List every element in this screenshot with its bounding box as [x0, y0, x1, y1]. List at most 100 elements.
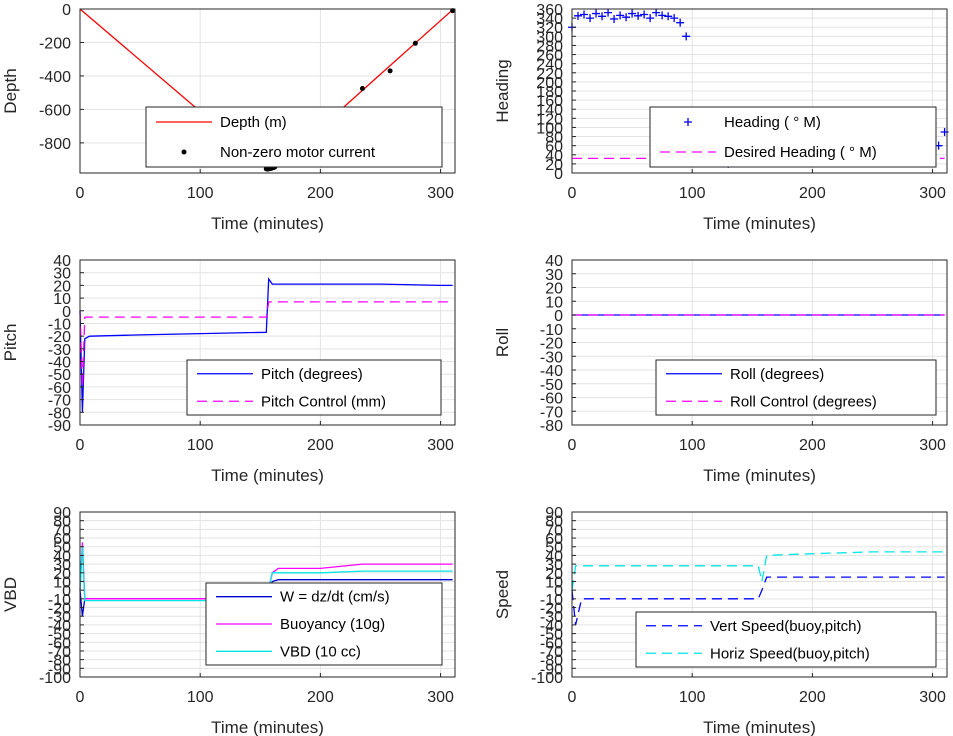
y-tick-label: -20	[48, 329, 71, 346]
y-tick-label: 10	[53, 574, 71, 591]
legend-label: Non-zero motor current	[220, 144, 376, 161]
y-tick-label: -400	[39, 69, 71, 86]
legend-label: Heading ( ° M)	[724, 114, 821, 131]
y-tick-label: -10	[48, 592, 71, 609]
axes-frame	[79, 511, 456, 678]
y-tick-label: -50	[48, 367, 71, 384]
data-point	[610, 15, 619, 24]
legend: Heading ( ° M) Desired Heading ( ° M)	[649, 106, 937, 168]
y-axis-label: Depth	[1, 68, 20, 113]
y-tick-label: -70	[540, 404, 563, 421]
legend-label: W = dz/dt (cm/s)	[280, 589, 390, 606]
y-tick-label: -200	[39, 35, 71, 52]
x-tick-label: 100	[187, 689, 214, 706]
x-tick-label: 100	[679, 437, 706, 454]
x-tick-label: 300	[427, 437, 454, 454]
y-tick-label: 50	[53, 540, 71, 557]
x-tick-label: 200	[799, 689, 826, 706]
y-tick-label: -90	[48, 661, 71, 678]
y-tick-label: 20	[545, 566, 563, 583]
legend-label: Pitch Control (mm)	[261, 393, 386, 410]
legend: Depth (m) Non-zero motor current	[145, 106, 443, 168]
axes-frame	[571, 511, 948, 678]
y-tick-label: -80	[540, 418, 563, 435]
y-tick-label: 100	[536, 120, 563, 137]
y-tick-label: 10	[53, 291, 71, 308]
legend-box	[649, 106, 937, 168]
data-point	[652, 8, 661, 17]
legend-label: Roll (degrees)	[730, 366, 824, 383]
y-tick-label: 300	[536, 29, 563, 46]
y-tick-label: 30	[53, 557, 71, 574]
x-axis-label: Time (minutes)	[703, 466, 816, 485]
legend: Pitch (degrees) Pitch Control (mm)	[186, 359, 442, 416]
x-tick-label: 100	[679, 185, 706, 202]
y-tick-label: -100	[531, 670, 563, 687]
data-point	[622, 13, 631, 22]
y-tick-label: 60	[53, 531, 71, 548]
y-tick-label: 180	[536, 84, 563, 101]
axes-frame	[79, 8, 456, 174]
y-axis-label: Roll	[493, 328, 512, 357]
y-tick-label: 280	[536, 38, 563, 55]
x-tick-label: 200	[307, 185, 334, 202]
y-tick-label: 30	[545, 267, 563, 284]
y-tick-label: 30	[545, 557, 563, 574]
y-tick-label: 240	[536, 57, 563, 74]
x-tick-label: 0	[76, 689, 85, 706]
y-tick-label: 40	[53, 548, 71, 565]
y-tick-label: 0	[62, 2, 71, 19]
y-tick-label: 40	[545, 148, 563, 165]
y-tick-label: 0	[554, 583, 563, 600]
data-point	[658, 11, 667, 20]
legend-label: Pitch (degrees)	[261, 366, 363, 383]
x-tick-label: 0	[568, 689, 577, 706]
y-tick-label: 20	[53, 278, 71, 295]
y-tick-label: 0	[62, 583, 71, 600]
y-tick-label: -30	[540, 609, 563, 626]
y-tick-label: 30	[53, 266, 71, 283]
legend-label: Depth (m)	[220, 114, 287, 131]
y-tick-label: 140	[536, 102, 563, 119]
y-tick-label: 60	[545, 139, 563, 156]
x-tick-label: 200	[307, 437, 334, 454]
series-1	[79, 277, 453, 413]
y-tick-label: 120	[536, 111, 563, 128]
y-tick-label: -90	[540, 661, 563, 678]
y-tick-label: -40	[48, 355, 71, 372]
series-line	[79, 301, 453, 387]
y-tick-label: -60	[540, 391, 563, 408]
y-tick-label: -20	[48, 601, 71, 618]
y-tick-label: -50	[48, 627, 71, 644]
y-tick-label: -60	[540, 635, 563, 652]
x-tick-label: 300	[427, 185, 454, 202]
y-tick-label: 20	[545, 281, 563, 298]
y-tick-label: -80	[48, 653, 71, 670]
y-tick-label: 60	[545, 531, 563, 548]
y-tick-label: -10	[48, 316, 71, 333]
legend-label: Horiz Speed(buoy,pitch)	[710, 645, 870, 662]
y-tick-label: 70	[545, 522, 563, 539]
data-point	[592, 9, 601, 18]
legend-label: Vert Speed(buoy,pitch)	[710, 618, 861, 635]
x-tick-label: 0	[568, 185, 577, 202]
data-point	[580, 10, 589, 19]
data-point	[628, 9, 637, 18]
y-tick-label: 0	[554, 166, 563, 183]
legend: W = dz/dt (cm/s) Buoyancy (10g) VBD (10 cc…	[205, 582, 443, 666]
y-tick-label: 160	[536, 93, 563, 110]
y-tick-label: -100	[39, 670, 71, 687]
x-tick-label: 300	[919, 689, 946, 706]
y-tick-label: -70	[540, 644, 563, 661]
data-point	[682, 32, 691, 41]
series-line	[571, 576, 945, 626]
x-tick-label: 100	[187, 437, 214, 454]
y-tick-label: -30	[48, 342, 71, 359]
x-axis-label: Time (minutes)	[211, 466, 324, 485]
data-point	[574, 11, 583, 20]
chart-panel-4: 0 100 200 300403020100-10-20-30-40-50-60-70…	[493, 253, 948, 485]
legend-box	[635, 611, 937, 668]
x-tick-label: 0	[568, 437, 577, 454]
y-tick-label: 220	[536, 66, 563, 83]
legend-box	[655, 359, 937, 416]
